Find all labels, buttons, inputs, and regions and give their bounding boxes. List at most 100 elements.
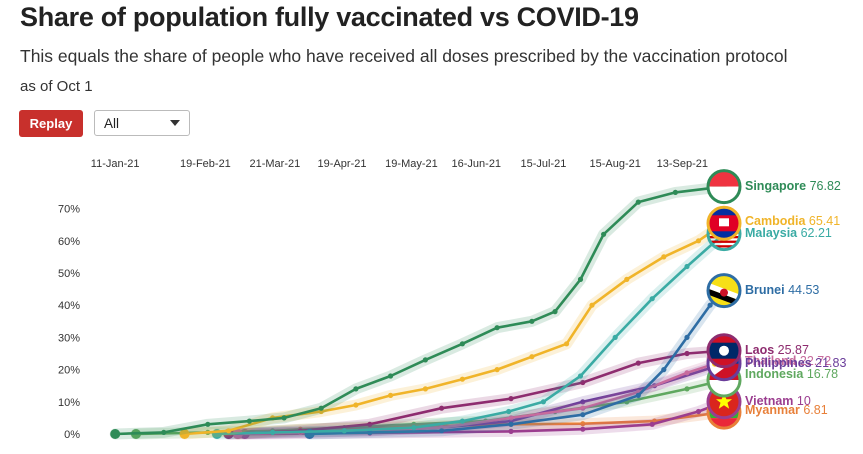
series-end-label: Thailand 22.72 <box>745 354 831 368</box>
data-point <box>494 325 500 331</box>
data-point <box>580 379 586 386</box>
data-point <box>388 373 394 379</box>
data-point <box>649 296 655 302</box>
data-point <box>649 421 655 427</box>
data-point <box>367 429 373 435</box>
series-value-label: 62.21 <box>801 226 832 240</box>
data-point <box>695 408 702 415</box>
data-point <box>270 429 276 435</box>
data-point <box>353 386 359 392</box>
data-point <box>672 189 679 195</box>
data-point <box>707 302 713 308</box>
x-axis: 11-Jan-21 19-Feb-21 21-Mar-21 19-Apr-21 19-M… <box>91 158 708 170</box>
series-value-label: 16.78 <box>807 367 838 381</box>
data-point <box>661 254 667 260</box>
x-tick-label: 19-May-21 <box>385 158 438 170</box>
series-value-label: 10 <box>797 394 811 408</box>
singapore-flag-icon <box>706 169 742 205</box>
data-point <box>439 428 445 434</box>
data-point <box>459 418 465 424</box>
data-point <box>367 421 373 427</box>
data-point <box>439 405 445 411</box>
series-name-label: Laos <box>745 343 778 357</box>
data-point <box>422 357 428 363</box>
data-point <box>684 370 690 376</box>
series-value-label: 76.82 <box>810 179 841 193</box>
data-point <box>205 421 211 427</box>
series-end-label: Vietnam 10 <box>745 394 811 408</box>
y-tick-label: 70% <box>58 204 80 216</box>
series-name-label: Myanmar <box>745 403 803 417</box>
data-point <box>684 334 690 340</box>
x-tick-label: 15-Jul-21 <box>520 158 566 170</box>
data-point <box>459 341 465 347</box>
data-point <box>281 415 287 421</box>
data-point <box>635 392 641 398</box>
data-point <box>684 386 690 392</box>
y-tick-label: 40% <box>58 300 80 312</box>
y-axis: 0% 10% 20% 30% 40% 50% 60% 70% <box>58 204 80 441</box>
data-point <box>577 276 584 282</box>
x-tick-label: 21-Mar-21 <box>250 158 301 170</box>
series-name-label: Vietnam <box>745 394 797 408</box>
x-tick-label: 19-Apr-21 <box>318 158 367 170</box>
x-tick-label: 11-Jan-21 <box>91 158 140 170</box>
data-point <box>624 276 630 282</box>
series-start-marker <box>179 429 190 439</box>
data-point <box>684 350 690 357</box>
series-end-label: Laos 25.87 <box>745 343 809 357</box>
series-name-label: Singapore <box>745 179 810 193</box>
data-point <box>226 428 232 434</box>
country-filter-dropdown[interactable]: All <box>94 110 190 136</box>
data-point <box>580 405 586 411</box>
chart-subtitle: This equals the share of people who have… <box>20 46 788 66</box>
data-point <box>341 428 347 434</box>
laos-flag-icon <box>706 333 742 369</box>
series-value-label: 22.72 <box>800 354 831 368</box>
chevron-down-icon <box>170 120 180 126</box>
series-value-label: 44.53 <box>788 283 819 297</box>
series-name-label: Thailand <box>745 354 800 368</box>
series-line-brunei <box>308 289 726 436</box>
x-tick-label: 13-Sep-21 <box>657 158 708 170</box>
x-tick-label: 15-Aug-21 <box>590 158 641 170</box>
series-end-label: Philippines 21.83 <box>745 356 846 370</box>
brunei-flag-icon <box>706 273 742 309</box>
data-point <box>552 309 558 315</box>
series-start-marker <box>110 429 121 439</box>
data-point <box>695 238 702 244</box>
data-point <box>529 318 535 324</box>
data-point <box>508 421 514 427</box>
series-name-label: Indonesia <box>745 367 807 381</box>
series-lines <box>109 181 730 440</box>
x-tick-label: 19-Feb-21 <box>180 158 231 170</box>
series-name-label: Cambodia <box>745 214 809 228</box>
series-name-label: Brunei <box>745 283 788 297</box>
as-of-date: as of Oct 1 <box>20 78 93 95</box>
series-end-label: Cambodia 65.41 <box>745 214 840 228</box>
data-point <box>318 405 324 411</box>
series-end-label: Brunei 44.53 <box>745 283 819 297</box>
data-point <box>388 392 394 398</box>
data-point <box>601 231 607 237</box>
data-point <box>353 402 359 408</box>
series-end-label: Malaysia 62.21 <box>745 226 832 240</box>
y-tick-label: 60% <box>58 236 80 248</box>
data-point <box>246 418 252 424</box>
series-value-label: 21.83 <box>815 356 846 370</box>
filter-selected-value: All <box>104 115 120 131</box>
data-point <box>508 415 514 421</box>
data-point <box>540 399 547 405</box>
y-tick-label: 30% <box>58 332 80 344</box>
data-point <box>635 199 641 205</box>
series-end-label: Indonesia 16.78 <box>745 367 838 381</box>
replay-button[interactable]: Replay <box>19 110 83 137</box>
data-point <box>580 399 586 405</box>
data-point <box>494 367 500 373</box>
data-point <box>635 360 641 366</box>
data-point <box>508 428 514 434</box>
data-point <box>684 263 690 270</box>
cambodia-flag-icon <box>706 205 742 241</box>
